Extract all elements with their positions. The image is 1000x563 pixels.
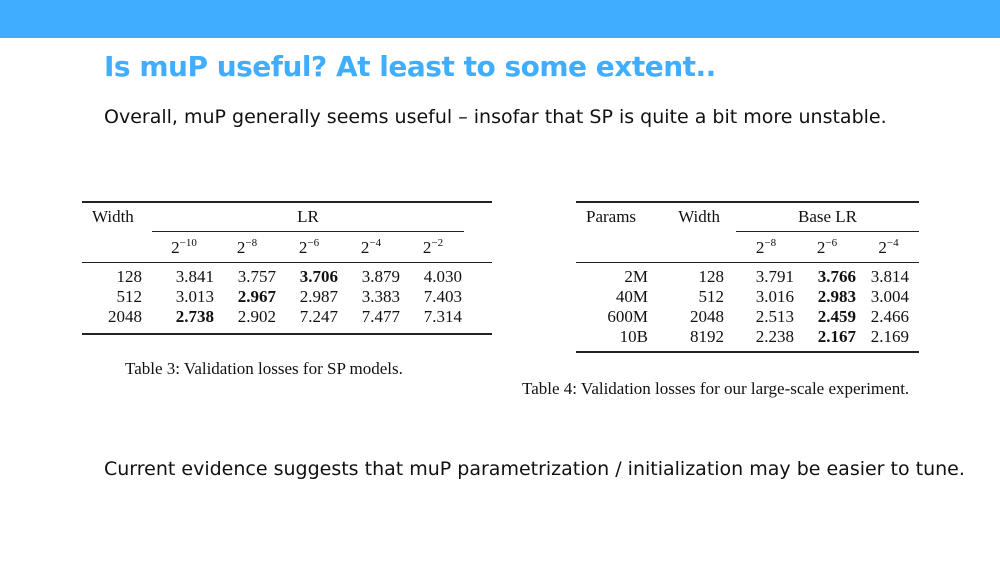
conclusion-text: Current evidence suggests that muP param… — [104, 458, 965, 480]
table4-lr-col: 2−8 — [736, 231, 796, 263]
table3-lr-col: 2−8 — [216, 231, 278, 263]
table3-header-width: Width — [92, 207, 134, 227]
table4-header-base-lr: Base LR — [736, 202, 919, 232]
table3-lr-col: 2−10 — [152, 231, 216, 263]
table3-header-lr: LR — [152, 202, 464, 232]
table3-lr-col: 2−4 — [340, 231, 402, 263]
table3-caption: Table 3: Validation losses for SP models… — [125, 359, 403, 378]
slide-title: Is muP useful? At least to some extent.. — [104, 50, 716, 83]
table-row: 2048 2.738 2.902 7.247 7.477 7.314 — [108, 307, 462, 326]
table-row: 128 3.841 3.757 3.706 3.879 4.030 — [116, 267, 463, 286]
table3-lr-col: 2−2 — [402, 231, 464, 263]
table-row: 2M 128 3.791 3.766 3.814 — [624, 267, 909, 286]
table-row: 512 3.013 2.967 2.987 3.383 7.403 — [116, 287, 463, 306]
overview-text: Overall, muP generally seems useful – in… — [104, 106, 887, 128]
table4-header-width: Width — [678, 207, 720, 227]
header-bar — [0, 0, 1000, 38]
table3-lr-col: 2−6 — [278, 231, 340, 263]
table4-lr-col: 2−6 — [796, 231, 858, 263]
table-row: 600M 2048 2.513 2.459 2.466 — [607, 307, 909, 326]
table-row: 10B 8192 2.238 2.167 2.169 — [619, 327, 909, 346]
table4-header-params: Params — [586, 207, 637, 227]
table4-lr-col: 2−4 — [858, 231, 919, 263]
large-scale-validation-table: Params Width Base LR 2−8 2−6 2−4 2M 128 … — [576, 201, 919, 353]
sp-validation-table: Width LR 2−10 2−8 2−6 2−4 2−2 128 3.841 … — [82, 201, 492, 335]
table4-caption: Table 4: Validation losses for our large… — [522, 379, 910, 398]
table-row: 40M 512 3.016 2.983 3.004 — [615, 287, 909, 306]
